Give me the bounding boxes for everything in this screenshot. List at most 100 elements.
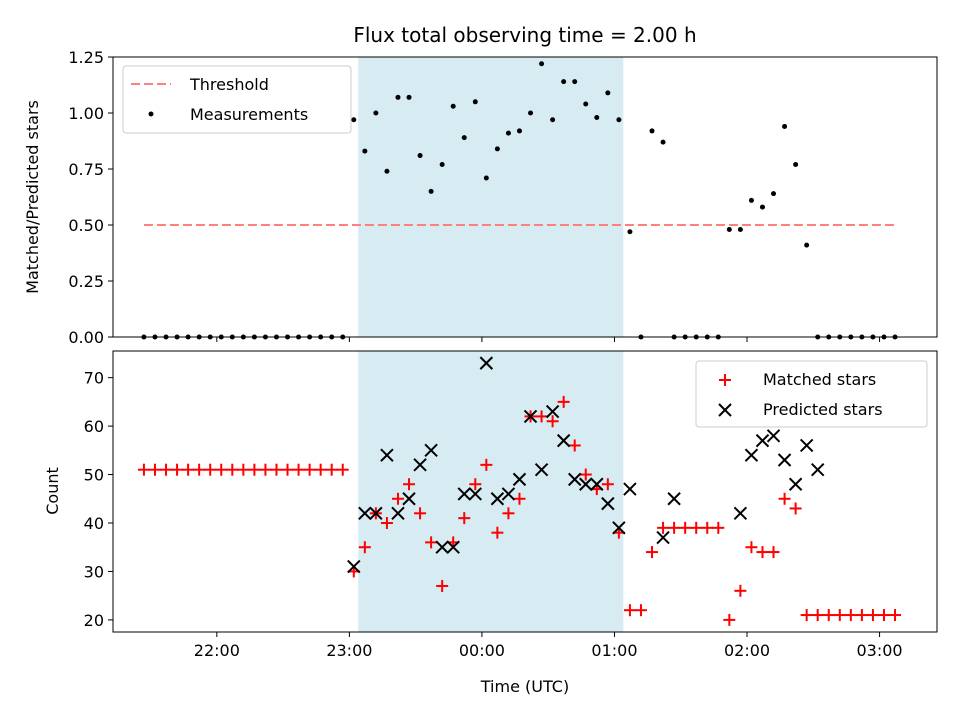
predicted-point bbox=[667, 492, 681, 506]
matched-point bbox=[502, 507, 515, 520]
legend-predicted-swatch bbox=[718, 403, 732, 417]
x-tick-label: 23:00 bbox=[326, 641, 372, 660]
matched-point bbox=[877, 609, 890, 622]
predicted-point bbox=[446, 540, 460, 554]
top-legend: Threshold Measurements bbox=[122, 65, 352, 134]
matched-point bbox=[579, 468, 592, 481]
bottom-y-tick-label: 40 bbox=[84, 514, 104, 533]
legend-predicted-label: Predicted stars bbox=[763, 400, 883, 419]
measurement-point bbox=[561, 79, 567, 85]
matched-point bbox=[646, 546, 659, 559]
bottom-x-ticks: 22:00 23:00 00:00 01:00 02:00 03:00 bbox=[194, 632, 903, 660]
legend-matched-swatch bbox=[719, 374, 731, 386]
predicted-point bbox=[479, 356, 494, 370]
predicted-point bbox=[612, 521, 626, 535]
matched-point bbox=[634, 604, 647, 617]
measurement-point bbox=[782, 123, 788, 129]
measurement-point bbox=[793, 162, 799, 168]
bottom-shaded-span bbox=[358, 351, 624, 632]
matched-point bbox=[358, 541, 371, 554]
top-shaded-span bbox=[358, 57, 624, 337]
predicted-point bbox=[567, 472, 582, 487]
measurement-point bbox=[384, 168, 390, 174]
predicted-point bbox=[435, 540, 449, 554]
measurement-point bbox=[759, 204, 765, 210]
predicted-point bbox=[424, 443, 438, 458]
legend-threshold-label: Threshold bbox=[189, 75, 269, 94]
matched-point bbox=[679, 521, 692, 534]
predicted-point bbox=[766, 429, 781, 443]
matched-point bbox=[800, 609, 813, 622]
predicted-point bbox=[391, 506, 405, 521]
bottom-legend-box bbox=[695, 360, 928, 428]
top-y-tick-label: 1.00 bbox=[68, 104, 104, 123]
matched-point bbox=[822, 609, 835, 622]
top-plot-frame bbox=[112, 56, 938, 338]
matched-point bbox=[171, 463, 184, 476]
matched-point bbox=[237, 463, 250, 476]
predicted-point bbox=[545, 404, 560, 419]
top-y-tick-label: 0.75 bbox=[68, 160, 104, 179]
matched-point bbox=[182, 463, 195, 476]
top-y-ticks: 0.00 0.25 0.50 0.75 1.00 1.25 bbox=[68, 48, 113, 347]
matched-point bbox=[380, 516, 393, 529]
predicted-point bbox=[777, 453, 792, 467]
matched-point bbox=[601, 478, 614, 491]
matched-point bbox=[325, 463, 338, 476]
measurement-point bbox=[450, 103, 456, 109]
matched-point bbox=[414, 507, 427, 520]
matched-point bbox=[137, 463, 150, 476]
matched-point bbox=[789, 502, 802, 515]
predicted-point bbox=[556, 433, 571, 448]
measurement-point bbox=[395, 94, 401, 100]
matched-point bbox=[215, 463, 228, 476]
matched-point bbox=[535, 410, 548, 423]
legend-measurements-label: Measurements bbox=[190, 105, 308, 124]
x-tick-label: 00:00 bbox=[459, 641, 505, 660]
predicted-point bbox=[601, 496, 615, 511]
measurement-point bbox=[373, 110, 379, 116]
predicted-point bbox=[501, 487, 516, 501]
bottom-y-ticks: 20 30 40 50 60 70 bbox=[84, 369, 113, 630]
bottom-y-tick-label: 30 bbox=[84, 562, 104, 581]
measurement-point bbox=[616, 117, 622, 123]
top-legend-box bbox=[122, 65, 352, 134]
matched-point bbox=[866, 609, 879, 622]
measurement-point bbox=[539, 61, 545, 67]
matched-point bbox=[204, 463, 217, 476]
measurement-point bbox=[660, 139, 666, 145]
measurement-point bbox=[483, 175, 489, 181]
matched-point bbox=[668, 521, 681, 534]
matched-point bbox=[811, 609, 824, 622]
measurement-point bbox=[505, 130, 511, 136]
measurement-point bbox=[494, 146, 500, 152]
top-panel: 0.00 0.25 0.50 0.75 1.00 1.25 Matched/Predict… bbox=[23, 48, 938, 347]
top-y-tick-label: 0.00 bbox=[68, 328, 104, 347]
matched-point bbox=[303, 463, 316, 476]
x-axis-label: Time (UTC) bbox=[480, 677, 569, 696]
x-tick-label: 22:00 bbox=[194, 641, 240, 660]
matched-point bbox=[623, 604, 636, 617]
measurement-point bbox=[605, 90, 611, 96]
measurement-point bbox=[550, 117, 556, 123]
matched-point bbox=[657, 521, 670, 534]
measurement-point bbox=[748, 197, 754, 203]
matched-point bbox=[458, 512, 471, 525]
matched-point bbox=[844, 609, 857, 622]
matched-points bbox=[137, 395, 902, 626]
matched-point bbox=[889, 609, 902, 622]
predicted-point bbox=[623, 482, 637, 496]
predicted-point bbox=[656, 530, 670, 545]
bottom-legend: Matched stars Predicted stars bbox=[695, 360, 928, 428]
predicted-point bbox=[490, 492, 505, 506]
bottom-y-tick-label: 50 bbox=[84, 466, 104, 485]
measurement-point bbox=[804, 242, 810, 248]
measurement-point bbox=[627, 229, 633, 235]
matched-point bbox=[546, 415, 559, 428]
bottom-panel: 20 30 40 50 60 70 22:00 23:00 00:00 01:00 02:00 03… bbox=[43, 350, 938, 696]
predicted-point bbox=[358, 506, 372, 521]
predicted-point bbox=[811, 462, 825, 477]
predicted-point bbox=[788, 477, 803, 491]
matched-point bbox=[480, 458, 493, 471]
